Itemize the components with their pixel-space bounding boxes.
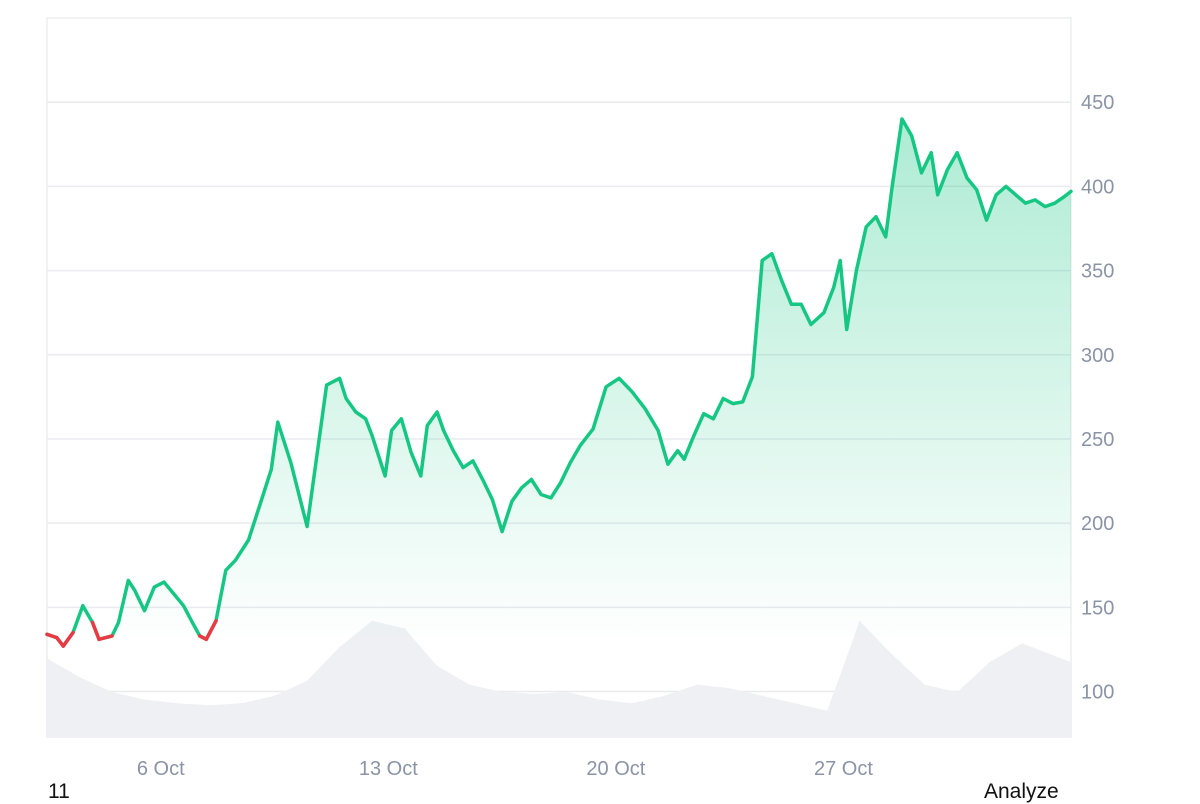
volume-area (47, 620, 1071, 737)
volume-bar (988, 662, 991, 737)
volume-bar (371, 620, 374, 737)
volume-bar (111, 692, 114, 737)
volume-bar (78, 677, 81, 737)
volume-bar (176, 703, 179, 737)
volume-bar (208, 705, 211, 737)
volume-bar (501, 692, 504, 737)
volume-bar (1070, 662, 1072, 737)
volume-bar (696, 684, 699, 737)
volume-bar (923, 684, 926, 737)
y-tick-label: 450 (1081, 92, 1114, 114)
volume-bar (403, 628, 406, 737)
volume-bar (891, 654, 894, 737)
y-tick-label: 300 (1081, 345, 1114, 367)
volume-bar (143, 699, 146, 737)
volume-bar (598, 699, 601, 737)
volume-bar (826, 710, 829, 737)
volume-bar (793, 703, 796, 737)
price-segment-down (61, 630, 75, 648)
y-tick-label: 200 (1081, 513, 1114, 535)
price-segment-down (90, 620, 101, 642)
volume-bar (663, 695, 666, 737)
volume-bar (858, 620, 861, 737)
volume-bar (566, 692, 569, 737)
volume-bar (241, 703, 244, 737)
volume-bar (956, 692, 959, 737)
volume-bar (1021, 643, 1024, 737)
footer-left-text: 11 (48, 780, 70, 803)
x-tick-label: 13 Oct (359, 758, 418, 780)
volume-bar (436, 665, 439, 737)
price-area-fill (47, 119, 1071, 647)
volume-bar (631, 703, 634, 737)
volume-bar (533, 693, 536, 737)
x-tick-label: 6 Oct (137, 758, 185, 780)
x-tick-label: 20 Oct (586, 758, 645, 780)
volume-bar (273, 695, 276, 737)
y-axis-ticks: 100 150 200 250 300 350 400 450 (1081, 92, 1114, 703)
analyze-button[interactable]: Analyze (984, 780, 1059, 803)
volume-bar (468, 684, 471, 737)
x-axis-ticks: 6 Oct 13 Oct 20 Oct 27 Oct (137, 758, 873, 780)
volume-bar (306, 680, 309, 737)
y-tick-label: 100 (1081, 682, 1114, 704)
volume-bar (338, 647, 341, 737)
x-tick-label: 27 Oct (814, 758, 873, 780)
volume-bar (728, 688, 731, 737)
volume-bars (46, 620, 1072, 737)
price-segment-down (204, 619, 218, 642)
y-tick-label: 250 (1081, 429, 1114, 451)
price-segment-down (97, 634, 114, 642)
volume-bar (46, 658, 48, 737)
volume-bar (761, 695, 764, 737)
y-tick-label: 400 (1081, 176, 1114, 198)
y-tick-label: 350 (1081, 261, 1114, 283)
y-tick-label: 150 (1081, 597, 1114, 619)
price-line-below-baseline (45, 619, 218, 648)
